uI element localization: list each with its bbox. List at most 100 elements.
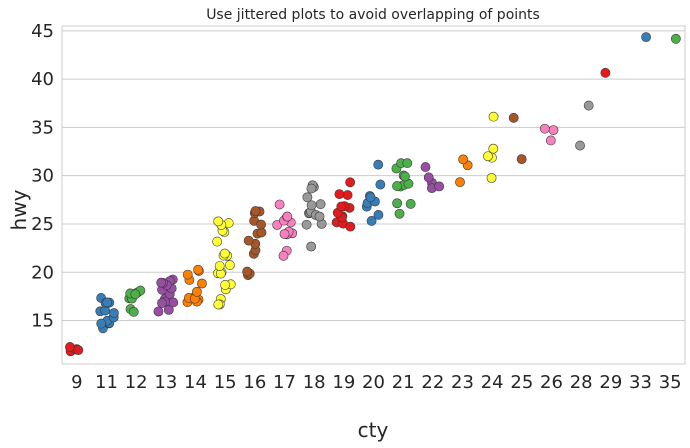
- x-tick-label: 16: [243, 372, 266, 393]
- data-point: [345, 177, 356, 188]
- x-tick-label: 12: [125, 372, 148, 393]
- data-point: [220, 280, 230, 290]
- data-point: [214, 261, 225, 271]
- x-tick-label: 17: [273, 372, 296, 393]
- data-point: [402, 158, 413, 169]
- data-point: [583, 100, 594, 111]
- data-point: [182, 269, 193, 280]
- data-point: [242, 266, 253, 277]
- x-tick-labels: 9 11 12 13 14 15 16 17 18 19 20 21 22 23 24 25 26 28 29 33 3…: [71, 372, 682, 393]
- data-point: [545, 135, 556, 146]
- data-point: [219, 248, 230, 259]
- data-point: [213, 299, 224, 310]
- x-tick-label: 24: [481, 372, 504, 393]
- data-point: [575, 140, 585, 151]
- data-point: [168, 297, 179, 308]
- data-point: [336, 201, 347, 212]
- x-tick-label: 20: [362, 372, 385, 393]
- x-tick-label: 14: [184, 372, 207, 393]
- data-point: [548, 125, 559, 136]
- data-point: [366, 216, 377, 226]
- data-point: [128, 306, 139, 317]
- data-point: [342, 190, 353, 200]
- data-point: [157, 298, 167, 308]
- data-point: [334, 189, 345, 200]
- x-tick-label: 28: [570, 372, 593, 393]
- data-point: [345, 221, 356, 232]
- x-tick-label: 11: [95, 372, 118, 393]
- data-point: [423, 172, 434, 183]
- x-tick-label: 15: [214, 372, 237, 393]
- data-point: [109, 308, 119, 318]
- data-point: [163, 304, 174, 315]
- data-point: [392, 181, 402, 191]
- data-point: [315, 199, 326, 210]
- x-tick-label: 33: [629, 372, 652, 393]
- x-tick-label: 21: [392, 372, 415, 393]
- y-tick-label: 20: [31, 262, 54, 283]
- x-tick-label: 19: [332, 372, 355, 393]
- data-point: [314, 211, 325, 222]
- data-point: [434, 181, 445, 192]
- y-tick-label: 35: [31, 117, 54, 138]
- data-point: [420, 162, 431, 172]
- data-point: [153, 306, 164, 317]
- data-point: [192, 286, 202, 297]
- data-point: [306, 183, 317, 194]
- data-point: [394, 208, 405, 219]
- x-tick-label: 26: [540, 372, 563, 393]
- data-point: [670, 33, 681, 44]
- data-point: [156, 277, 167, 288]
- y-tick-label: 15: [31, 311, 54, 332]
- data-point: [486, 173, 497, 183]
- data-point: [508, 112, 519, 123]
- data-point: [483, 151, 493, 162]
- data-point: [400, 171, 410, 182]
- data-points: [65, 32, 681, 357]
- data-point: [279, 229, 290, 239]
- data-point: [256, 219, 267, 230]
- data-point: [65, 342, 75, 352]
- data-point: [516, 154, 527, 165]
- data-point: [193, 264, 204, 275]
- y-tick-label: 45: [31, 21, 54, 42]
- data-point: [96, 318, 107, 329]
- data-point: [102, 297, 113, 308]
- x-tick-label: 23: [451, 372, 474, 393]
- data-point: [130, 289, 141, 300]
- data-point: [306, 241, 317, 252]
- x-tick-label: 22: [421, 372, 444, 393]
- data-point: [458, 154, 469, 165]
- data-point: [225, 260, 235, 270]
- data-point: [250, 206, 261, 216]
- x-tick-label: 9: [71, 372, 82, 393]
- chart-title: Use jittered plots to avoid overlapping …: [206, 7, 540, 23]
- data-point: [373, 210, 384, 220]
- data-point: [73, 345, 84, 356]
- y-axis-label: hwy: [7, 189, 31, 230]
- data-point: [392, 198, 403, 209]
- data-point: [278, 250, 289, 261]
- data-point: [641, 32, 651, 43]
- data-point: [243, 235, 254, 246]
- data-point: [488, 143, 499, 154]
- grid-lines: [62, 30, 685, 322]
- x-tick-label: 13: [154, 372, 177, 393]
- data-point: [213, 216, 224, 227]
- data-point: [365, 192, 376, 203]
- data-point: [274, 199, 285, 210]
- data-point: [301, 219, 312, 230]
- data-point: [282, 211, 293, 222]
- x-axis-label: cty: [358, 418, 389, 442]
- x-tick-label: 29: [599, 372, 622, 393]
- data-point: [600, 67, 611, 78]
- x-tick-label: 18: [303, 372, 326, 393]
- data-point: [375, 179, 386, 190]
- data-point: [302, 192, 313, 203]
- x-tick-label: 25: [510, 372, 533, 393]
- y-tick-label: 25: [31, 214, 54, 235]
- data-point: [197, 278, 207, 289]
- data-point: [488, 111, 499, 122]
